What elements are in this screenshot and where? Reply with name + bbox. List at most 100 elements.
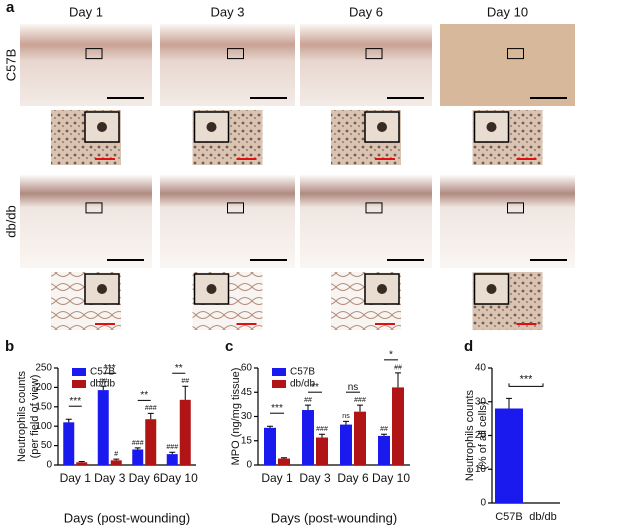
significance-label: ** [140,390,148,401]
region-box [507,48,524,60]
bar [145,419,157,465]
x-axis-label: Days (post-wounding) [271,510,397,525]
error-bar [267,425,273,428]
error-bar [65,418,72,423]
bar [63,422,75,465]
error-bar [147,412,154,420]
legend-swatch [72,368,86,376]
bar [132,449,144,465]
row-label: C57B [3,49,18,82]
y-axis-label: (% of all cells) [477,401,489,469]
nucleus [377,122,387,132]
legend-label: db/db [290,379,315,390]
significance-label: *** [520,373,534,385]
x-tick-label: Day 6 [129,471,161,485]
significance-label: * [389,349,393,360]
error-bar [281,457,287,459]
x-tick-label: Day 10 [372,471,410,485]
x-tick-label: Day 1 [261,471,293,485]
x-tick-label: C57B [495,511,523,523]
bar [378,435,390,465]
significance-label: *** [69,396,81,407]
micrograph [440,24,575,106]
y-tick-label: 40 [475,363,487,374]
significance-mark: ## [181,378,189,385]
y-tick-label: 150 [35,401,52,412]
significance-label: ** [175,363,183,374]
error-bar [357,404,363,412]
region-box [227,48,244,60]
bar [495,408,523,503]
y-tick-label: 20 [475,430,487,441]
error-bar [395,372,401,388]
y-tick-label: 45 [241,387,253,398]
error-bar [305,404,311,411]
micrograph [300,24,432,106]
x-tick-label: Day 10 [160,471,198,485]
bar [97,390,109,465]
significance-mark: ### [316,426,328,433]
y-tick-label: 30 [241,411,253,422]
significance-label: *** [104,363,116,374]
region-box [365,202,383,214]
significance-mark: ### [145,405,157,412]
bar [179,399,191,465]
y-tick-label: 0 [46,460,52,471]
error-bar [343,420,349,425]
region-box [365,48,383,60]
panel-label: a [6,0,15,16]
bar [278,458,290,465]
y-tick-label: 0 [480,498,486,509]
y-tick-label: 0 [246,460,252,471]
legend-swatch [72,380,86,388]
x-tick-label: Day 3 [299,471,331,485]
nucleus [377,284,387,294]
x-axis-label: Days (post-wounding) [64,510,190,525]
micrograph [20,24,152,106]
nucleus [206,122,217,132]
significance-mark: ns [342,413,350,420]
column-header: Day 1 [69,4,103,19]
row-label: db/db [3,205,18,238]
significance-mark: ## [304,397,312,404]
significance-mark: ## [394,365,402,372]
region-box [85,48,103,60]
region-box [227,202,244,214]
y-axis-label: (per field of view) [29,375,41,459]
region-box [507,202,524,214]
panel-label: c [225,338,233,355]
significance-bracket [508,383,544,387]
error-bar [134,447,141,450]
legend-label: C57B [90,367,115,378]
x-tick-label: db/db [529,511,557,523]
bar [316,437,328,465]
error-bar [169,451,176,455]
significance-label: ** [311,382,319,393]
nucleus [97,122,107,132]
significance-label: ns [348,382,359,393]
significance-label: *** [271,403,283,414]
x-tick-label: Day 6 [337,471,369,485]
bar [166,454,178,465]
y-axis-label: Neutrophils counts [16,370,28,462]
micrograph [160,175,295,268]
y-tick-label: 100 [35,421,52,432]
error-bar [319,433,325,438]
error-bar [78,461,85,463]
y-tick-label: 10 [475,464,487,475]
column-header: Day 6 [349,4,383,19]
legend-swatch [272,380,286,388]
error-bar [381,433,387,436]
nucleus [97,284,107,294]
significance-mark: ### [166,444,178,451]
bar [392,387,404,465]
y-tick-label: 50 [41,440,53,451]
error-bar [182,385,189,400]
panel-label: b [5,338,14,355]
y-tick-label: 60 [241,363,253,374]
significance-mark: ### [132,440,144,447]
micrograph [160,24,295,106]
bar [110,460,122,465]
legend-label: db/db [90,379,115,390]
